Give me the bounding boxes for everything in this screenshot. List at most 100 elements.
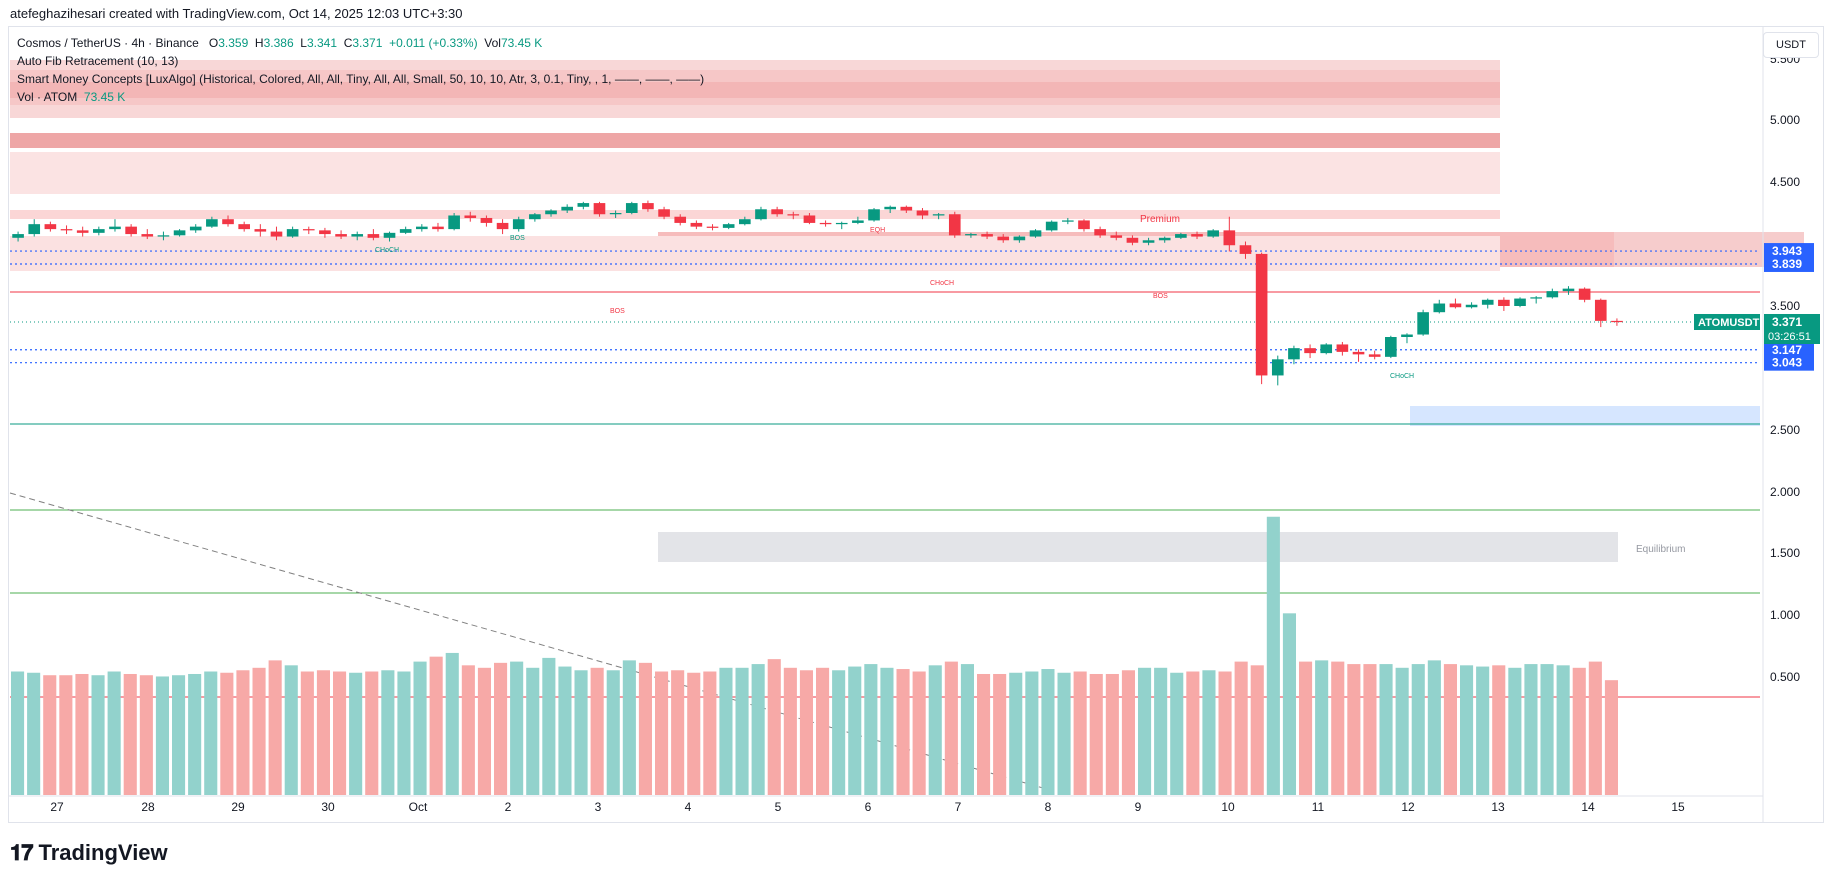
candle-body <box>625 203 638 213</box>
indicator-fib[interactable]: Auto Fib Retracement (10, 13) <box>17 54 179 68</box>
volume-bar <box>687 672 701 795</box>
volume-bar <box>11 671 25 795</box>
candle-body <box>286 229 299 237</box>
candle-body <box>852 220 864 223</box>
candle-body <box>835 222 848 225</box>
candle-body <box>948 214 961 236</box>
x-axis-tick-label: 15 <box>1671 800 1685 814</box>
x-axis-tick-label: Oct <box>409 800 428 814</box>
volume-bar <box>1234 661 1248 795</box>
x-axis-tick-label: 13 <box>1491 800 1505 814</box>
y-axis-tick-label: 1.000 <box>1770 608 1800 622</box>
volume-bar <box>896 669 910 795</box>
candle-body <box>1465 304 1478 308</box>
candle-body <box>1530 297 1542 299</box>
candle-body <box>254 229 267 232</box>
volume-bar <box>1540 664 1554 795</box>
volume-bar <box>1121 670 1135 795</box>
volume-bar <box>1492 665 1506 795</box>
symbol-name[interactable]: Cosmos / TetherUS · 4h · Binance <box>17 36 199 50</box>
volume-bar <box>864 664 878 795</box>
volume-bar <box>703 671 717 795</box>
price-tag-box <box>1764 354 1814 371</box>
candle-body <box>690 222 703 227</box>
x-axis-tick-label: 28 <box>141 800 155 814</box>
volume-bar <box>284 665 298 795</box>
volume-bar <box>349 672 363 795</box>
volume-bar <box>268 660 282 795</box>
volume-bar <box>1395 667 1409 795</box>
currency-selector[interactable]: USDT <box>1763 32 1819 58</box>
candle-body <box>868 209 880 221</box>
volume-bar <box>365 671 379 795</box>
candle-body <box>109 226 121 230</box>
volume-bar <box>1138 667 1152 795</box>
volume-bar <box>494 662 508 795</box>
volume-bar <box>139 675 153 795</box>
volume-bar <box>1202 670 1216 795</box>
price-tag-box <box>1764 341 1814 358</box>
volume-bar <box>767 659 781 795</box>
candle-body <box>1433 303 1446 313</box>
volume-bar <box>1186 671 1200 795</box>
vol-label: Vol <box>484 36 501 50</box>
candle-body <box>1385 337 1397 357</box>
price-tag-label: 3.943 <box>1772 244 1802 258</box>
candle-body <box>1175 234 1187 238</box>
volume-bar <box>542 657 556 795</box>
candle-body <box>302 229 315 231</box>
y-axis-tick-label: 1.500 <box>1770 546 1800 560</box>
x-axis-tick-label: 2 <box>505 800 512 814</box>
candle-body <box>787 214 800 216</box>
candle-body <box>997 236 1010 241</box>
volume-bar <box>155 676 169 795</box>
candle-body <box>1288 348 1300 360</box>
candle-body <box>1498 299 1510 306</box>
chart-frame[interactable] <box>8 26 1824 823</box>
candle-body <box>125 226 137 235</box>
volume-bar <box>316 670 330 795</box>
volume-bar <box>1460 665 1474 795</box>
volume-bar <box>381 670 395 795</box>
volume-bar <box>944 661 958 795</box>
volume-bar <box>1411 664 1425 795</box>
candle-body <box>399 229 412 233</box>
candle-body <box>1401 334 1413 337</box>
x-axis-tick-label: 9 <box>1135 800 1142 814</box>
volume-bar <box>1443 664 1457 795</box>
smc-annotation: CHoCH <box>375 247 399 254</box>
volume-bar <box>429 656 443 795</box>
candle-body <box>932 214 945 216</box>
volume-bar <box>1073 671 1087 795</box>
volume-bar <box>510 661 524 795</box>
indicator-smc[interactable]: Smart Money Concepts [LuxAlgo] (Historic… <box>17 72 705 86</box>
price-tag-label: 3.839 <box>1772 257 1802 271</box>
x-axis-tick-label: 27 <box>50 800 64 814</box>
close-value: 3.371 <box>352 36 383 50</box>
volume-bar <box>558 666 572 795</box>
candle-body <box>642 203 654 210</box>
y-axis-tick-label: 0.500 <box>1770 670 1800 684</box>
candle-body <box>916 210 929 216</box>
x-axis-tick-label: 3 <box>595 800 602 814</box>
volume-bar <box>816 667 830 795</box>
smc-zone <box>10 133 1500 148</box>
indicator-volume[interactable]: Vol · ATOM 73.45 K <box>17 88 704 106</box>
volume-bar <box>188 673 202 795</box>
x-axis-tick-label: 8 <box>1045 800 1052 814</box>
last-price-label: 3.371 <box>1772 315 1802 329</box>
volume-bar <box>1299 661 1313 795</box>
volume-bar <box>1218 671 1232 795</box>
change-value: +0.011 (+0.33%) <box>389 36 478 50</box>
volume-bar <box>75 673 89 795</box>
x-axis-tick-label: 11 <box>1312 800 1325 814</box>
volume-bar <box>461 665 475 795</box>
volume-bar <box>1041 669 1055 795</box>
candle-body <box>335 234 347 237</box>
candle-body <box>561 206 573 211</box>
candle-body <box>1481 299 1494 305</box>
volume-bar <box>43 675 57 795</box>
volume-bar <box>300 671 314 795</box>
candle-body <box>722 224 735 228</box>
